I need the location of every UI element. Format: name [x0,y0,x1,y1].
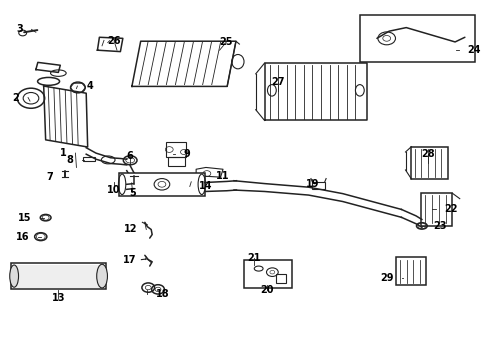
Text: 5: 5 [129,188,136,198]
Bar [119,173,205,196]
Text: 29: 29 [381,273,394,283]
Bar [276,274,286,283]
Text: 13: 13 [51,293,65,303]
Ellipse shape [10,265,19,287]
Text: 20: 20 [260,285,274,296]
Bar [412,147,448,179]
Text: 22: 22 [444,204,458,215]
Bar [16,265,101,288]
Text: 26: 26 [107,36,121,46]
Text: 8: 8 [66,155,73,165]
Bar [166,142,186,157]
Bar [360,15,475,62]
Bar [396,257,426,285]
Ellipse shape [97,264,107,288]
Text: 14: 14 [198,181,212,192]
Polygon shape [36,62,60,72]
Text: 2: 2 [13,93,19,103]
Text: 24: 24 [467,45,481,55]
Bar [420,193,452,226]
Text: 6: 6 [127,150,134,161]
Bar [168,157,185,166]
Polygon shape [196,167,223,177]
Text: 9: 9 [184,149,191,159]
Text: 16: 16 [16,232,29,242]
Text: 23: 23 [433,221,446,231]
Text: 10: 10 [107,185,121,195]
Text: 25: 25 [220,37,233,47]
Text: 15: 15 [18,213,31,222]
Text: 12: 12 [124,225,138,234]
Text: 27: 27 [271,77,285,87]
Text: 4: 4 [86,81,93,91]
Polygon shape [44,86,88,147]
Text: 17: 17 [123,255,137,265]
Bar [11,263,106,289]
Text: 19: 19 [306,179,319,189]
Text: 3: 3 [16,24,23,35]
Text: 1: 1 [60,148,67,158]
Bar [244,260,292,288]
Text: 18: 18 [156,289,170,299]
Bar [83,157,95,161]
Text: 21: 21 [247,253,261,263]
Text: 11: 11 [216,171,229,181]
Bar [313,182,325,189]
Polygon shape [98,37,123,51]
Text: 7: 7 [47,172,53,182]
Text: 28: 28 [421,149,435,159]
